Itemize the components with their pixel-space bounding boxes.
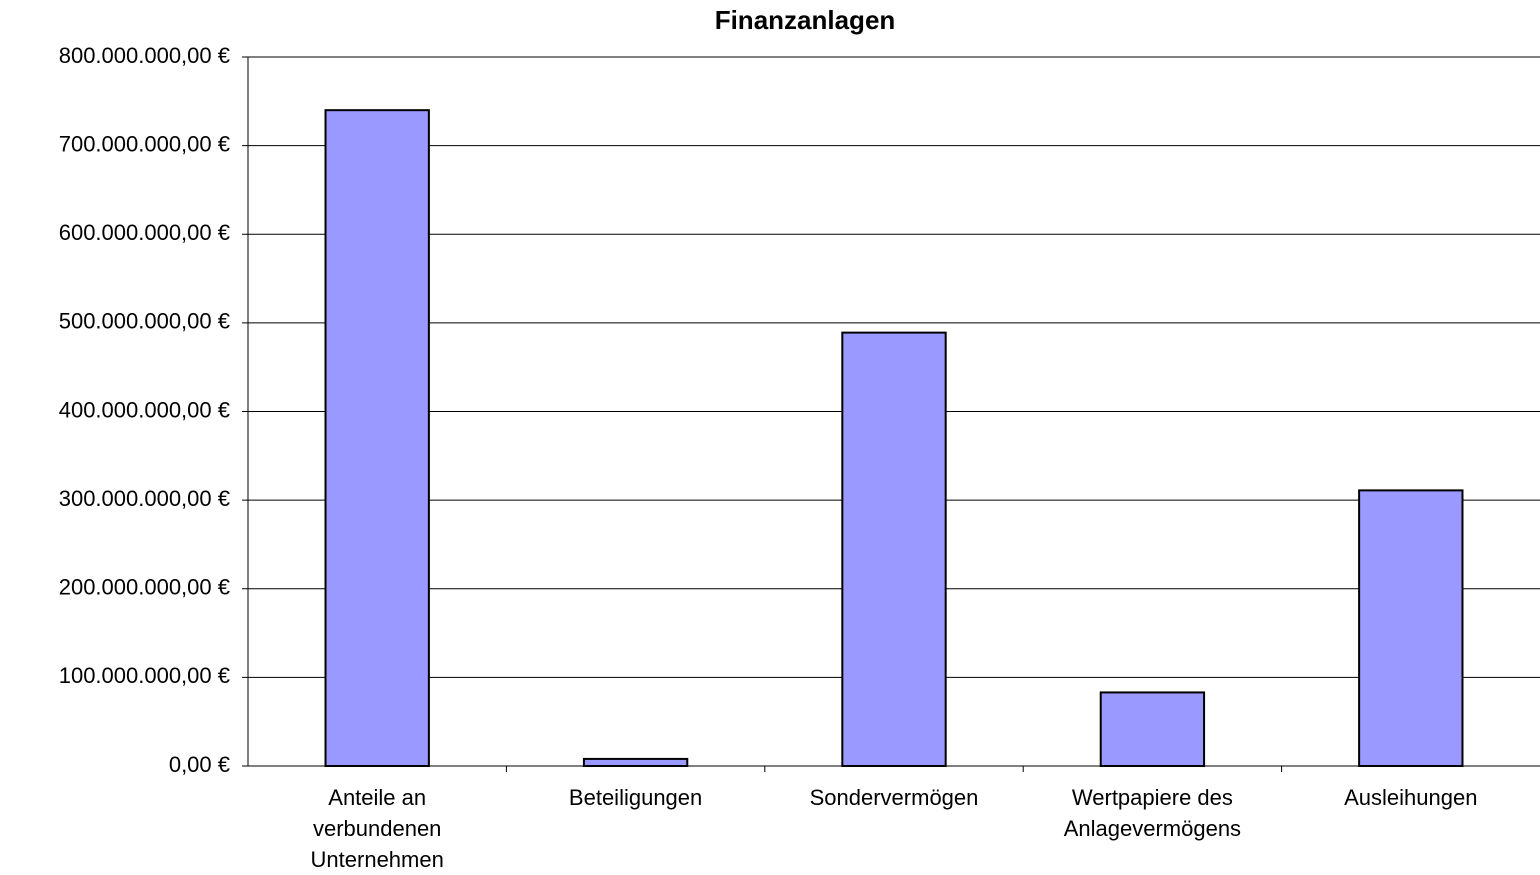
y-tick-label: 600.000.000,00 € — [59, 220, 230, 245]
bar — [1099, 691, 1206, 767]
bar — [841, 331, 947, 767]
y-tick-label: 100.000.000,00 € — [59, 663, 230, 688]
bar — [324, 109, 430, 768]
y-tick-label: 800.000.000,00 € — [59, 43, 230, 68]
bar — [1358, 489, 1464, 767]
y-tick-label: 500.000.000,00 € — [59, 309, 230, 334]
x-tick-label: Ausleihungen — [1344, 785, 1477, 810]
y-tick-label: 400.000.000,00 € — [59, 397, 230, 422]
y-tick-label: 700.000.000,00 € — [59, 131, 230, 156]
y-tick-label: 200.000.000,00 € — [59, 575, 230, 600]
x-tick-label: Wertpapiere des Anlagevermögens — [1064, 785, 1241, 841]
x-tick-label: Anteile an verbundenen Unternehmen — [311, 785, 444, 872]
y-tick-label: 0,00 € — [169, 752, 230, 777]
bar — [582, 757, 689, 767]
chart-title: Finanzanlagen — [715, 5, 896, 35]
x-tick-label: Sondervermögen — [810, 785, 979, 810]
y-tick-label: 300.000.000,00 € — [59, 486, 230, 511]
x-tick-label: Beteiligungen — [569, 785, 702, 810]
